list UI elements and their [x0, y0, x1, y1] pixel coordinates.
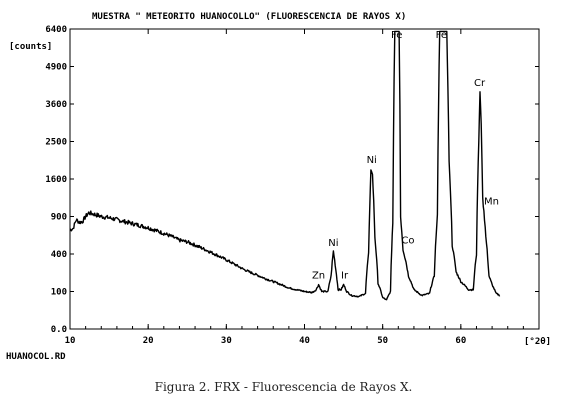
- y-tick-label: 6400: [45, 25, 67, 35]
- peak-label-mn: Mn: [484, 196, 499, 207]
- y-tick-label: 100: [51, 288, 67, 298]
- chart-title: MUESTRA " METEORITO HUANOCOLLO" (FLUORES…: [92, 12, 406, 22]
- series-line: [69, 30, 501, 301]
- y-tick-label: 2500: [45, 138, 67, 148]
- peak-labels: Zn Ni Ir Ni Fe Co Fe Cr Mn: [312, 30, 499, 282]
- x-tick-label: 60: [455, 336, 466, 346]
- peak-label-fe: Fe: [391, 30, 402, 41]
- plot-frame: [69, 28, 540, 330]
- x-tick-label: 20: [143, 336, 154, 346]
- peak-label-zn: Zn: [312, 271, 325, 282]
- figure-caption: Figura 2. FRX - Fluorescencia de Rayos X…: [154, 380, 413, 394]
- y-tick-label: 400: [51, 250, 67, 260]
- y-tick-label: 3600: [45, 100, 67, 110]
- x-axis-label: [°2θ]: [524, 337, 551, 347]
- x-tick-label: 10: [65, 336, 76, 346]
- peak-label-cr: Cr: [474, 78, 486, 89]
- xrf-chart: MUESTRA " METEORITO HUANOCOLLO" (FLUORES…: [6, 12, 551, 362]
- y-tick-label: 0.0: [51, 325, 67, 335]
- y-axis: 0.0 100 400 900 1600 2500 3600 4900 6400: [45, 25, 539, 335]
- peak-label-co: Co: [401, 235, 414, 246]
- series-group: [69, 30, 501, 301]
- x-tick-label: 50: [377, 336, 388, 346]
- x-tick-label: 30: [221, 336, 232, 346]
- y-axis-label: [counts]: [9, 42, 52, 52]
- x-axis: 10 20 30 40 50 60: [65, 29, 540, 346]
- y-tick-label: 1600: [45, 175, 67, 185]
- peak-label-ni: Ni: [328, 238, 338, 249]
- peak-label-fe: Fe: [436, 30, 447, 41]
- y-tick-label: 4900: [45, 63, 67, 73]
- x-tick-label: 40: [299, 336, 310, 346]
- y-tick-label: 900: [51, 213, 67, 223]
- file-label: HUANOCOL.RD: [6, 352, 66, 362]
- peak-label-ir: Ir: [341, 271, 349, 282]
- peak-label-ni: Ni: [367, 155, 377, 166]
